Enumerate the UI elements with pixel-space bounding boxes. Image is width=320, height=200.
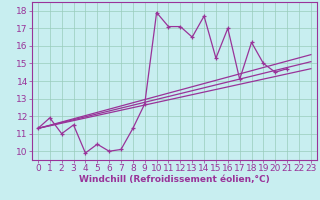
X-axis label: Windchill (Refroidissement éolien,°C): Windchill (Refroidissement éolien,°C) [79, 175, 270, 184]
